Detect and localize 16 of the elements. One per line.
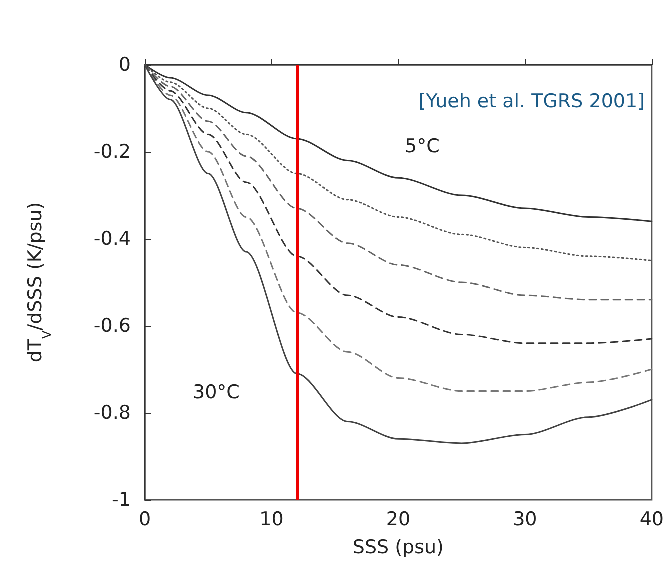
x-tick-label: 40	[640, 508, 664, 530]
x-axis-title: SSS (psu)	[352, 536, 444, 558]
annotation: [Yueh et al. TGRS 2001]	[418, 90, 646, 112]
y-tick-label: -1	[112, 489, 131, 511]
x-tick-label: 10	[260, 508, 284, 530]
y-tick-label: 0	[118, 54, 131, 76]
annotation: 30°C	[193, 382, 240, 404]
y-tick-label: -0.8	[94, 402, 131, 424]
x-tick-label: 0	[138, 508, 152, 530]
y-tick-label: -0.4	[94, 228, 131, 250]
annotation: 5°C	[405, 136, 440, 158]
x-tick-label: 20	[386, 508, 411, 530]
y-axis-title: dTV/dSSS (K/psu)	[24, 202, 54, 363]
y-tick-label: -0.2	[94, 141, 131, 163]
x-tick-label: 30	[513, 508, 538, 530]
y-tick-label: -0.6	[94, 315, 131, 337]
